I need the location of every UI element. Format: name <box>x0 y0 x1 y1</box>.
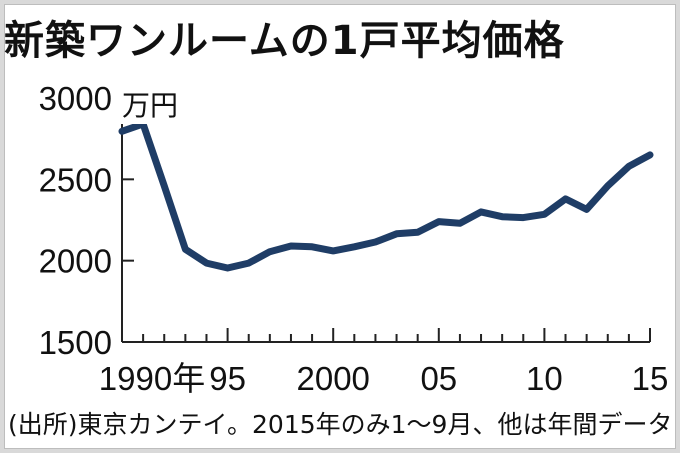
y-tick-label: 2500 <box>39 161 112 198</box>
y-tick-label: 1500 <box>39 324 112 361</box>
axes <box>121 98 650 343</box>
y-tick-label: 2000 <box>39 243 112 280</box>
x-tick-label: 2000 <box>296 360 369 397</box>
x-tick-label: 15 <box>632 360 669 397</box>
ticks <box>121 97 651 343</box>
y-unit-label: 万円 <box>120 84 181 124</box>
y-tick-label: 3000 <box>39 80 112 117</box>
series-line-price <box>118 120 654 272</box>
x-tick-label: 1990年 <box>99 360 205 397</box>
chart-frame <box>4 4 676 449</box>
chart-title: 新築ワンルームの1戸平均価格 <box>4 18 565 64</box>
source-note: (出所)東京カンテイ。2015年のみ1～9月、他は年間データ <box>8 410 673 439</box>
tick-labels: 1500 2000 2500 3000 1990年 95 2000 05 10 15 <box>39 80 669 397</box>
x-tick-label: 95 <box>209 360 246 397</box>
x-tick-label: 05 <box>420 360 457 397</box>
x-tick-label: 10 <box>526 360 563 397</box>
